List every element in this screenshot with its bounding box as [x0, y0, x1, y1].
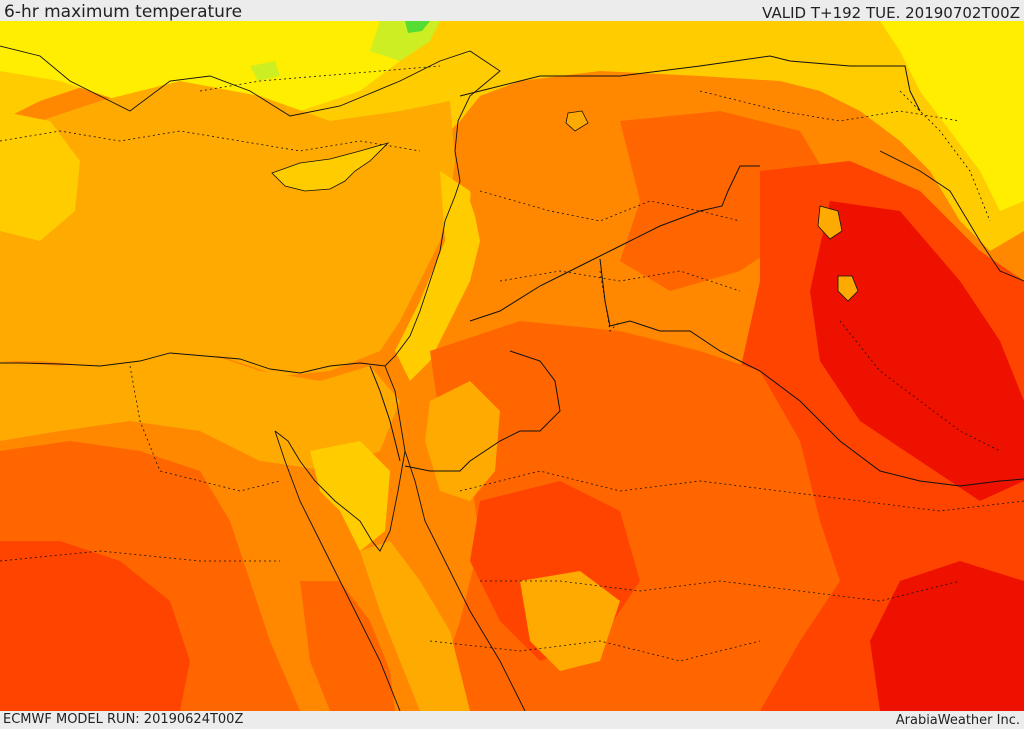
credit-label: ArabiaWeather Inc.	[895, 713, 1020, 728]
north-africa-amber	[0, 351, 400, 471]
green-patch-1	[370, 21, 440, 61]
footer-bar: ECMWF MODEL RUN: 20190624T00Z ArabiaWeat…	[0, 711, 1024, 729]
country-borders	[0, 65, 1024, 662]
map-canvas	[0, 21, 1024, 711]
cyprus-island	[271, 142, 390, 192]
main-borders	[369, 55, 1024, 487]
yellow-band-ne	[880, 21, 1024, 211]
lake-assad	[565, 110, 589, 132]
temperature-map	[0, 21, 1024, 711]
levant-coast-yellow	[395, 171, 480, 381]
green-patch-2	[405, 21, 430, 33]
valid-time: VALID T+192 TUE. 20190702T00Z	[762, 4, 1020, 22]
red-sea-dark	[300, 581, 395, 711]
yellow-band-north-2	[0, 21, 420, 111]
iraq-hottest	[810, 201, 1024, 501]
iraq-hottest-2	[870, 561, 1024, 711]
egypt-south-hotter	[0, 541, 190, 711]
red-sea-amber	[360, 541, 470, 711]
coastlines	[0, 45, 1024, 711]
map-title: 6-hr maximum temperature	[4, 2, 243, 22]
saudi-gold-south	[520, 571, 620, 671]
lake-habbaniyah	[837, 275, 859, 302]
west-sea-yellow	[0, 111, 80, 241]
lake-tharthar	[817, 205, 843, 240]
sinai-gold	[310, 441, 390, 551]
header-bar: 6-hr maximum temperature VALID T+192 TUE…	[0, 0, 1024, 21]
mediterranean-sea	[0, 81, 455, 376]
model-run-label: ECMWF MODEL RUN: 20190624T00Z	[3, 712, 244, 727]
green-patch-3	[250, 61, 280, 81]
